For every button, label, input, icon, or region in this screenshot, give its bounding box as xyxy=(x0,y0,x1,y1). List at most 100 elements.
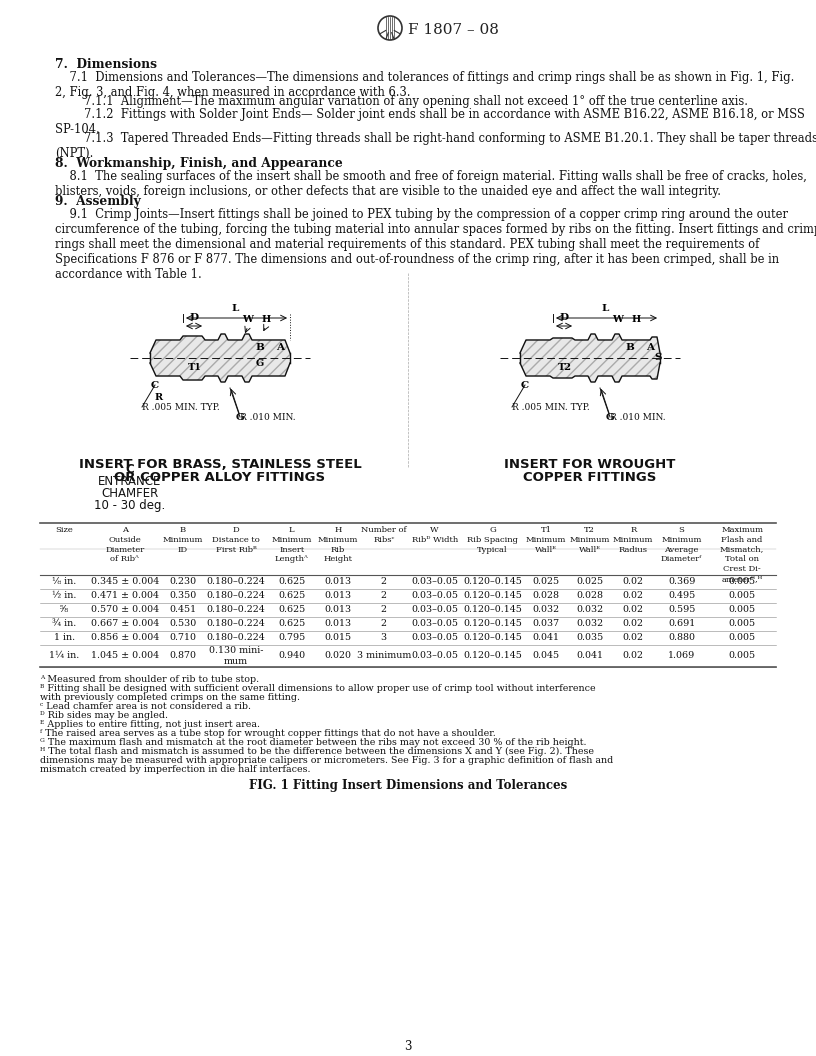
Text: 8.1  The sealing surfaces of the insert shall be smooth and free of foreign mate: 8.1 The sealing surfaces of the insert s… xyxy=(55,170,807,199)
Text: R
Minimum
Radius: R Minimum Radius xyxy=(613,526,654,553)
Text: 7.1.3  Tapered Threaded Ends—Fitting threads shall be right-hand conforming to A: 7.1.3 Tapered Threaded Ends—Fitting thre… xyxy=(55,132,816,161)
Text: B: B xyxy=(255,343,264,353)
Text: 0.03–0.05: 0.03–0.05 xyxy=(411,578,458,586)
Text: with previously completed crimps on the same fitting.: with previously completed crimps on the … xyxy=(40,693,300,702)
Text: B: B xyxy=(626,343,634,353)
Text: ᶜ Lead chamfer area is not considered a rib.: ᶜ Lead chamfer area is not considered a … xyxy=(40,702,251,711)
Text: G: G xyxy=(605,414,614,422)
Text: 0.037: 0.037 xyxy=(532,620,560,628)
Text: 0.345 ± 0.004: 0.345 ± 0.004 xyxy=(91,578,159,586)
Text: 0.451: 0.451 xyxy=(169,605,197,615)
Text: R .010 MIN.: R .010 MIN. xyxy=(610,414,666,422)
Text: 0.032: 0.032 xyxy=(532,605,560,615)
Text: T2
Minimum
Wallᴱ: T2 Minimum Wallᴱ xyxy=(570,526,610,553)
Text: C: C xyxy=(521,381,529,391)
Text: 0.625: 0.625 xyxy=(278,591,305,601)
Text: R: R xyxy=(155,394,163,402)
Text: 0.870: 0.870 xyxy=(170,652,197,660)
Text: D: D xyxy=(560,313,569,322)
Text: 3 minimum: 3 minimum xyxy=(357,652,411,660)
Text: 0.369: 0.369 xyxy=(667,578,695,586)
Text: 0.120–0.145: 0.120–0.145 xyxy=(463,620,522,628)
Text: 1¼ in.: 1¼ in. xyxy=(49,652,79,660)
Text: 0.041: 0.041 xyxy=(533,634,560,642)
Text: dimensions may be measured with appropriate calipers or micrometers. See Fig. 3 : dimensions may be measured with appropri… xyxy=(40,756,614,765)
Text: 0.03–0.05: 0.03–0.05 xyxy=(411,605,458,615)
Text: W
Ribᴰ Width: W Ribᴰ Width xyxy=(411,526,458,544)
Text: 8.  Workmanship, Finish, and Appearance: 8. Workmanship, Finish, and Appearance xyxy=(55,157,343,170)
Text: H
Minimum
Rib
Height: H Minimum Rib Height xyxy=(317,526,358,564)
Text: 0.120–0.145: 0.120–0.145 xyxy=(463,634,522,642)
Text: 0.180–0.224: 0.180–0.224 xyxy=(206,634,265,642)
Text: 9.  Assembly: 9. Assembly xyxy=(55,195,140,208)
Text: 0.03–0.05: 0.03–0.05 xyxy=(411,591,458,601)
Text: CHAMFER: CHAMFER xyxy=(101,487,158,499)
Text: 9.1  Crimp Joints—Insert fittings shall be joined to PEX tubing by the compressi: 9.1 Crimp Joints—Insert fittings shall b… xyxy=(55,208,816,281)
Text: 7.1.2  Fittings with Solder Joint Ends— Solder joint ends shall be in accordance: 7.1.2 Fittings with Solder Joint Ends— S… xyxy=(55,108,805,136)
Text: 1 in.: 1 in. xyxy=(54,634,75,642)
Text: 0.856 ± 0.004: 0.856 ± 0.004 xyxy=(91,634,159,642)
Text: T1
Minimum
Wallᴱ: T1 Minimum Wallᴱ xyxy=(526,526,566,553)
Text: A: A xyxy=(276,343,284,353)
Text: 0.471 ± 0.004: 0.471 ± 0.004 xyxy=(91,591,159,601)
Text: ᴱ Applies to entire fitting, not just insert area.: ᴱ Applies to entire fitting, not just in… xyxy=(40,720,260,729)
Text: C: C xyxy=(151,381,159,391)
Text: L: L xyxy=(601,304,609,313)
Text: 0.180–0.224: 0.180–0.224 xyxy=(206,620,265,628)
Text: 0.013: 0.013 xyxy=(324,578,352,586)
Text: 0.02: 0.02 xyxy=(623,591,644,601)
Text: 0.028: 0.028 xyxy=(533,591,560,601)
Text: ᴬ Measured from shoulder of rib to tube stop.: ᴬ Measured from shoulder of rib to tube … xyxy=(40,675,259,684)
Text: S
Minimum
Average
Diameterᶠ: S Minimum Average Diameterᶠ xyxy=(661,526,702,564)
Text: FIG. 1 Fitting Insert Dimensions and Tolerances: FIG. 1 Fitting Insert Dimensions and Tol… xyxy=(249,779,567,792)
Text: 0.667 ± 0.004: 0.667 ± 0.004 xyxy=(91,620,159,628)
Text: ᴴ The total flash and mismatch is assumed to be the difference between the dimen: ᴴ The total flash and mismatch is assume… xyxy=(40,747,594,756)
Text: 0.03–0.05: 0.03–0.05 xyxy=(411,652,458,660)
Text: 0.595: 0.595 xyxy=(667,605,695,615)
Text: ½ in.: ½ in. xyxy=(52,591,77,601)
Text: 1.069: 1.069 xyxy=(668,652,695,660)
Text: D
Distance to
First Ribᴮ: D Distance to First Ribᴮ xyxy=(212,526,260,553)
Text: 0.625: 0.625 xyxy=(278,578,305,586)
Text: 10 - 30 deg.: 10 - 30 deg. xyxy=(95,499,166,512)
Text: 0.035: 0.035 xyxy=(576,634,603,642)
Text: H: H xyxy=(632,315,641,324)
Text: 0.495: 0.495 xyxy=(668,591,695,601)
Text: 0.020: 0.020 xyxy=(324,652,352,660)
Text: 0.691: 0.691 xyxy=(668,620,695,628)
Text: 0.180–0.224: 0.180–0.224 xyxy=(206,578,265,586)
Text: 0.032: 0.032 xyxy=(576,620,603,628)
Text: 0.120–0.145: 0.120–0.145 xyxy=(463,652,522,660)
Text: 0.03–0.05: 0.03–0.05 xyxy=(411,620,458,628)
Text: 0.025: 0.025 xyxy=(532,578,560,586)
Text: 0.530: 0.530 xyxy=(169,620,197,628)
Text: T1: T1 xyxy=(188,363,202,373)
Text: 0.940: 0.940 xyxy=(278,652,305,660)
Text: G
Rib Spacing
Typical: G Rib Spacing Typical xyxy=(468,526,518,553)
Text: mismatch created by imperfection in die half interfaces.: mismatch created by imperfection in die … xyxy=(40,765,311,774)
Text: Size: Size xyxy=(55,526,73,534)
Text: ᴰ Rib sides may be angled.: ᴰ Rib sides may be angled. xyxy=(40,711,168,720)
Text: 0.180–0.224: 0.180–0.224 xyxy=(206,605,265,615)
Text: 0.005: 0.005 xyxy=(729,652,756,660)
Text: Maximum
Flash and
Mismatch,
Total on
Crest Di-
ameterᴳ,ᴴ: Maximum Flash and Mismatch, Total on Cre… xyxy=(720,526,765,583)
Text: 7.1.1  Alignment—The maximum angular variation of any opening shall not exceed 1: 7.1.1 Alignment—The maximum angular vari… xyxy=(55,95,748,108)
Text: 0.028: 0.028 xyxy=(576,591,603,601)
Text: ¾ in.: ¾ in. xyxy=(52,620,77,628)
Text: 0.880: 0.880 xyxy=(668,634,695,642)
Text: F 1807 – 08: F 1807 – 08 xyxy=(408,23,499,37)
Text: 0.005: 0.005 xyxy=(729,620,756,628)
Text: B
Minimum
ID: B Minimum ID xyxy=(162,526,203,553)
Text: D: D xyxy=(189,313,198,322)
Text: 0.710: 0.710 xyxy=(170,634,197,642)
Text: R .010 MIN.: R .010 MIN. xyxy=(240,414,295,422)
Text: L
Minimum
Insert
Lengthᴬ: L Minimum Insert Lengthᴬ xyxy=(272,526,312,564)
Text: 0.570 ± 0.004: 0.570 ± 0.004 xyxy=(91,605,159,615)
Text: 0.795: 0.795 xyxy=(278,634,305,642)
Polygon shape xyxy=(520,334,660,382)
Text: ᴮ Fitting shall be designed with sufficient overall dimensions to allow proper u: ᴮ Fitting shall be designed with suffici… xyxy=(40,684,596,693)
Text: 0.032: 0.032 xyxy=(576,605,603,615)
Text: 3: 3 xyxy=(404,1040,412,1053)
Text: 0.230: 0.230 xyxy=(169,578,197,586)
Text: 0.005: 0.005 xyxy=(729,634,756,642)
